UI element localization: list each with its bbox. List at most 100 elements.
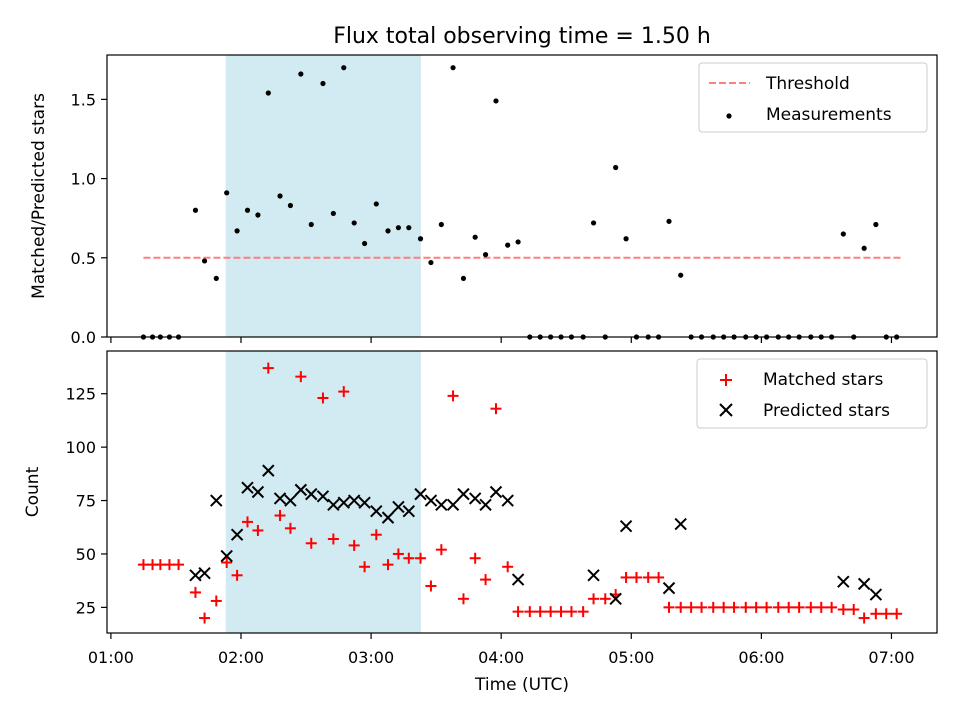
matched-star-point: [512, 606, 524, 618]
matched-star-point: [740, 601, 752, 613]
measurement-point: [244, 207, 251, 213]
measurement-point: [505, 242, 511, 248]
measurement-point: [493, 98, 499, 104]
matched-star-point: [815, 601, 827, 613]
matched-star-point: [772, 601, 784, 613]
matched-star-point: [173, 559, 185, 571]
measurement-point: [341, 65, 347, 71]
measurement-point: [395, 225, 402, 231]
matched-star-point: [620, 571, 632, 583]
predicted-star-point: [468, 492, 482, 505]
measurement-point: [213, 275, 219, 281]
predicted-star-point: [370, 505, 383, 518]
legend-predicted-swatch: [719, 403, 733, 417]
matched-star-point: [231, 569, 243, 581]
measurement-point: [472, 234, 478, 240]
measurement-point: [277, 193, 283, 199]
matched-star-point: [663, 601, 675, 613]
y-tick-label: 100: [65, 438, 96, 457]
count-y-axis-label: Count: [23, 466, 43, 517]
predicted-star-point: [837, 575, 850, 588]
predicted-star-point: [337, 496, 350, 509]
predicted-star-point: [619, 519, 633, 533]
measurement-point: [428, 259, 434, 266]
predicted-star-point: [414, 487, 427, 501]
measurement-point: [351, 220, 357, 226]
x-tick-label: 01:00: [88, 648, 134, 667]
matched-star-point: [403, 552, 415, 564]
matched-star-point: [425, 580, 437, 592]
measurement-point: [201, 258, 208, 264]
matched-star-point: [630, 571, 642, 583]
matched-star-point: [392, 548, 404, 560]
count-panel: 25 50 75 100 125 01:00 02:00 03:00 04:00 05:00 06…: [23, 350, 938, 695]
measurement-point: [308, 221, 314, 228]
measurement-point: [192, 207, 199, 213]
measurement-point: [666, 218, 672, 224]
matched-star-point: [891, 608, 903, 620]
predicted-star-point: [674, 517, 687, 531]
predicted-star-point: [392, 500, 405, 514]
matched-star-point: [457, 593, 469, 605]
measurement-point: [417, 236, 424, 242]
matched-star-point: [707, 601, 719, 613]
ratio-panel: 0.0 0.5 1.0 1.5 Matched/Predicted stars Thr…: [29, 54, 938, 347]
predicted-star-point: [358, 496, 371, 509]
predicted-star-point: [251, 485, 265, 499]
predicted-star-point: [402, 505, 416, 518]
predicted-star-point: [446, 498, 460, 512]
predicted-star-point: [457, 487, 470, 501]
matched-star-point: [252, 524, 264, 536]
matched-star-point: [435, 544, 447, 556]
measurement-point: [287, 202, 294, 209]
matched-star-point: [242, 516, 254, 528]
matched-star-point: [653, 571, 665, 583]
ratio-y-axis-label: Matched/Predicted stars: [29, 93, 49, 299]
legend-threshold-label: Threshold: [765, 74, 850, 94]
measurement-point: [840, 231, 846, 237]
ratio-legend: Threshold Measurements: [698, 62, 928, 133]
x-tick-label: 07:00: [868, 648, 914, 667]
matched-star-point: [534, 606, 546, 618]
measurement-point: [234, 228, 240, 234]
predicted-star-point: [294, 483, 308, 497]
measurement-point: [482, 252, 489, 258]
predicted-star-point: [262, 464, 275, 477]
predicted-star-point: [511, 573, 525, 586]
measurement-point: [298, 71, 304, 77]
matched-star-point: [199, 612, 211, 624]
matched-star-point: [685, 601, 697, 613]
matched-star-point: [880, 608, 892, 620]
matched-star-point: [490, 403, 502, 415]
measurement-point: [373, 201, 379, 207]
predicted-star-point: [220, 549, 233, 563]
matched-star-point: [262, 362, 274, 374]
predicted-star-point: [273, 492, 287, 505]
matched-star-point: [761, 601, 773, 613]
matched-star-point: [750, 601, 762, 613]
matched-star-point: [327, 533, 339, 545]
matched-star-point: [577, 606, 589, 618]
measurement-point: [438, 221, 444, 228]
measurement-point: [460, 275, 467, 281]
matched-star-point: [284, 522, 296, 534]
predicted-star-point: [479, 498, 492, 512]
ratio-x-ticks: [110, 337, 893, 343]
matched-star-point: [642, 571, 654, 583]
matched-star-point: [274, 510, 286, 521]
matched-star-point: [469, 552, 481, 564]
ratio-y-ticks: 0.0 0.5 1.0 1.5: [71, 90, 107, 347]
measurement-point: [320, 80, 326, 87]
count-axes-frame: [106, 350, 938, 634]
observing-window-shading: [225, 55, 421, 337]
y-tick-label: 25: [76, 598, 96, 617]
y-tick-label: 1.5: [71, 90, 96, 109]
predicted-star-point: [609, 592, 622, 606]
predicted-star-point: [210, 494, 223, 507]
predicted-star-point: [305, 487, 318, 501]
predicted-star-point: [198, 566, 211, 580]
predicted-star-point: [489, 485, 503, 499]
predicted-star-point: [327, 498, 340, 512]
y-tick-label: 1.0: [71, 170, 96, 189]
matched-star-point: [565, 606, 577, 618]
